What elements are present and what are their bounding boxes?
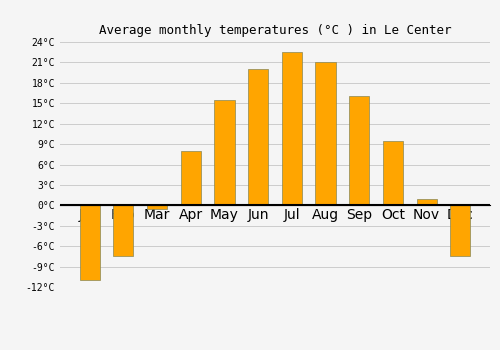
Bar [416,198,437,205]
Bar [180,151,201,205]
Bar [147,205,167,209]
Bar [80,205,100,280]
Bar [214,100,234,205]
Bar [316,62,336,205]
Bar [113,205,134,257]
Bar [349,97,370,205]
Bar [282,52,302,205]
Bar [450,205,470,257]
Bar [383,141,403,205]
Bar [248,69,268,205]
Title: Average monthly temperatures (°C ) in Le Center: Average monthly temperatures (°C ) in Le… [99,24,451,37]
